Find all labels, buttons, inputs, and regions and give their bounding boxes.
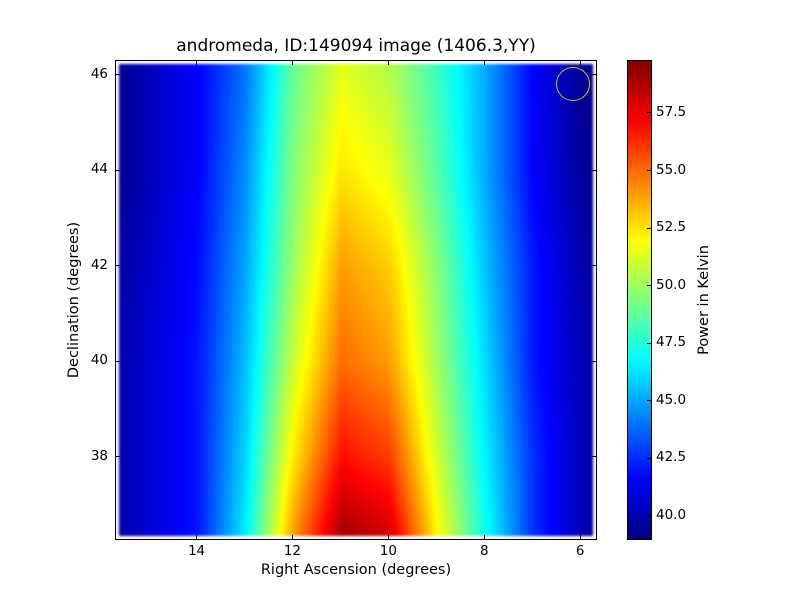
y-tick-mark-right — [592, 265, 597, 267]
x-tick-mark-top — [483, 60, 485, 65]
x-tick-label: 6 — [575, 543, 585, 559]
y-tick-label: 46 — [90, 65, 108, 82]
colorbar-tick-label: 55.0 — [656, 161, 687, 178]
colorbar-tick-label: 52.5 — [656, 219, 687, 236]
y-tick-label: 42 — [90, 256, 108, 273]
chart-title: andromeda, ID:149094 image (1406.3,YY) — [176, 36, 536, 56]
x-tick-mark — [387, 535, 389, 540]
x-axis-label: Right Ascension (degrees) — [260, 562, 452, 578]
colorbar-tick-mark — [647, 515, 652, 517]
x-tick-mark — [483, 535, 485, 540]
y-tick-label: 38 — [90, 447, 108, 464]
x-tick-label: 10 — [379, 543, 397, 559]
colorbar-tick-mark — [647, 112, 652, 114]
colorbar-tick-label: 50.0 — [656, 276, 687, 293]
x-tick-mark — [291, 535, 293, 540]
x-tick-mark-top — [291, 60, 293, 65]
colorbar-tick-mark — [647, 342, 652, 344]
x-tick-label: 14 — [187, 543, 206, 559]
colorbar-tick-label: 42.5 — [656, 449, 687, 466]
heatmap-image — [119, 64, 593, 536]
y-tick-mark — [115, 74, 120, 76]
beam-circle-marker — [556, 67, 591, 102]
y-tick-mark — [115, 265, 120, 267]
colorbar-tick-mark — [647, 457, 652, 459]
y-tick-mark-right — [592, 456, 597, 458]
x-tick-mark — [579, 535, 581, 540]
y-tick-mark-right — [592, 74, 597, 76]
x-tick-label: 12 — [283, 543, 302, 559]
y-tick-mark — [115, 360, 120, 362]
y-tick-mark — [115, 456, 120, 458]
y-tick-mark-right — [592, 169, 597, 171]
y-tick-mark — [115, 169, 120, 171]
colorbar-tick-mark — [647, 285, 652, 287]
colorbar-tick-mark — [647, 170, 652, 172]
colorbar-label: Power in Kelvin — [696, 245, 712, 355]
x-tick-mark-top — [579, 60, 581, 65]
y-tick-mark-right — [592, 360, 597, 362]
x-tick-label: 8 — [479, 543, 489, 559]
colorbar-tick-label: 45.0 — [656, 391, 687, 408]
x-tick-mark-top — [387, 60, 389, 65]
y-tick-label: 40 — [90, 352, 108, 369]
plot-area — [115, 60, 597, 540]
colorbar-tick-label: 47.5 — [656, 334, 687, 351]
colorbar-tick-mark — [647, 400, 652, 402]
colorbar-tick-mark — [647, 227, 652, 229]
x-tick-mark-top — [196, 60, 198, 65]
colorbar-tick-label: 57.5 — [656, 103, 687, 120]
colorbar — [627, 60, 652, 540]
colorbar-tick-label: 40.0 — [656, 507, 687, 524]
y-tick-label: 44 — [90, 161, 108, 178]
x-tick-mark — [196, 535, 198, 540]
